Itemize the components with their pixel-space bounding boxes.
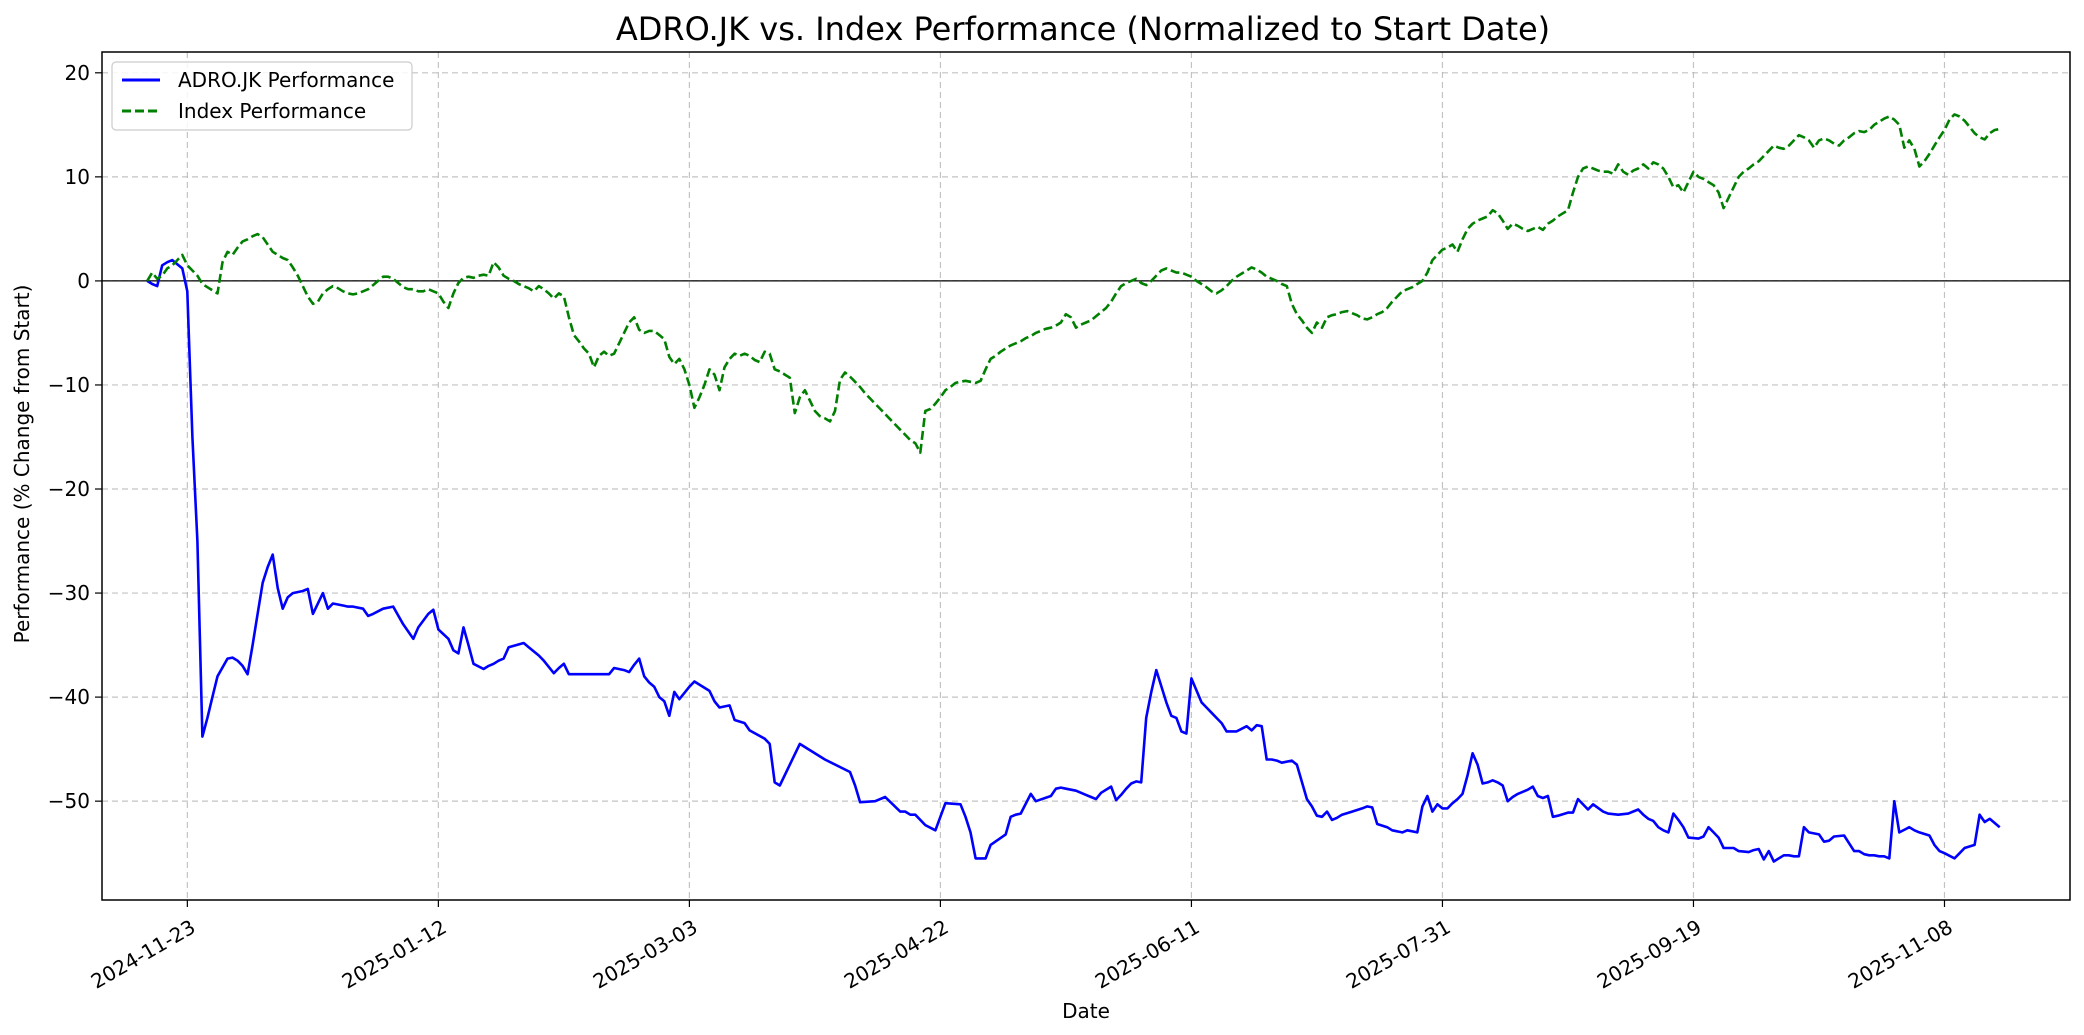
y-tick-label: 20 bbox=[65, 61, 90, 85]
y-tick-label: −50 bbox=[48, 789, 90, 813]
y-tick-label: −10 bbox=[48, 373, 90, 397]
y-tick-label: −40 bbox=[48, 685, 90, 709]
y-tick-label: −20 bbox=[48, 477, 90, 501]
y-tick-label: 0 bbox=[77, 269, 90, 293]
legend-box bbox=[111, 61, 413, 131]
series-layer bbox=[146, 113, 2001, 863]
legend: ADRO.JK Performance Index Performance bbox=[111, 61, 413, 131]
grid-lines bbox=[102, 52, 2070, 900]
legend-index-label: Index Performance bbox=[178, 99, 366, 123]
adro-performance-line bbox=[146, 258, 2001, 863]
plot-frame bbox=[101, 51, 2071, 901]
legend-adro-label: ADRO.JK Performance bbox=[178, 68, 394, 92]
chart-title: ADRO.JK vs. Index Performance (Normalize… bbox=[616, 10, 1550, 48]
x-axis-label: Date bbox=[1062, 999, 1110, 1023]
y-axis-label: Performance (% Change from Start) bbox=[10, 285, 34, 644]
index-performance-line bbox=[146, 113, 2000, 454]
y-tick-label: 10 bbox=[65, 165, 90, 189]
y-tick-label: −30 bbox=[48, 581, 90, 605]
